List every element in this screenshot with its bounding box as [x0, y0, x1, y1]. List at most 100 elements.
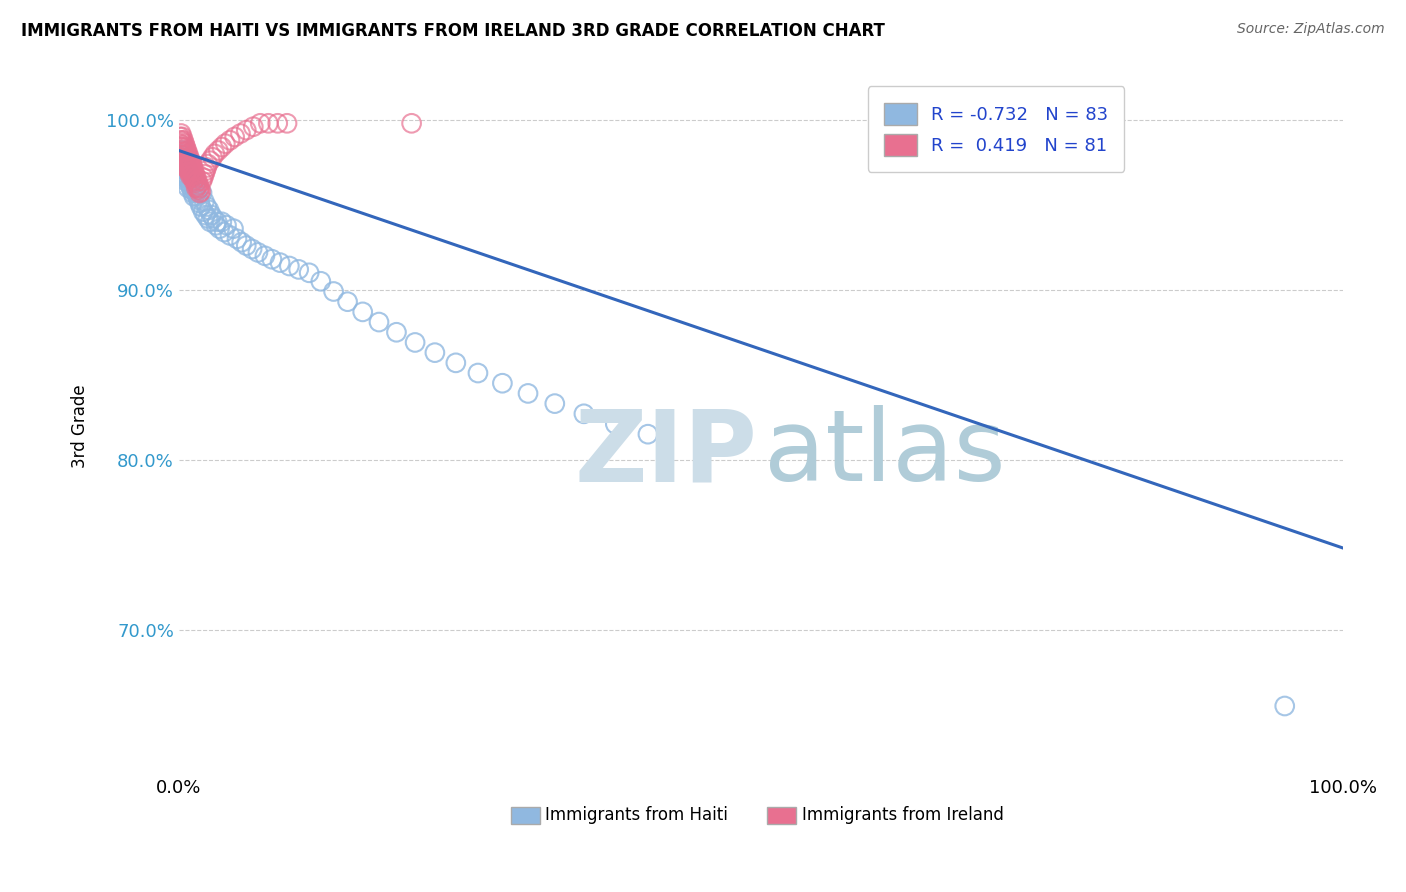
Point: [605, 417, 627, 431]
Point: [444, 356, 467, 370]
Point: [169, 136, 191, 151]
Point: [637, 427, 659, 442]
Point: [183, 181, 205, 195]
Point: [572, 407, 595, 421]
Point: [173, 142, 195, 156]
Point: [173, 136, 195, 151]
Point: [177, 164, 200, 178]
Point: [352, 305, 374, 319]
Point: [180, 157, 202, 171]
Point: [246, 245, 269, 260]
Point: [211, 215, 233, 229]
Text: atlas: atlas: [765, 405, 1005, 502]
Point: [172, 148, 194, 162]
Point: [211, 140, 233, 154]
Point: [235, 123, 257, 137]
Point: [176, 148, 198, 162]
Point: [229, 127, 252, 141]
Point: [170, 140, 193, 154]
Point: [194, 208, 217, 222]
Point: [173, 152, 195, 166]
Point: [269, 255, 291, 269]
Point: [181, 186, 204, 200]
Point: [183, 189, 205, 203]
Point: [193, 167, 215, 181]
Point: [205, 215, 228, 229]
Point: [176, 144, 198, 158]
Point: [172, 145, 194, 160]
Point: [195, 200, 218, 214]
Bar: [766, 806, 796, 824]
Point: [174, 155, 197, 169]
Point: [181, 161, 204, 175]
Point: [193, 170, 215, 185]
Point: [187, 178, 209, 192]
Point: [172, 153, 194, 168]
Point: [172, 162, 194, 177]
Point: [183, 164, 205, 178]
Point: [179, 169, 201, 183]
Point: [179, 170, 201, 185]
Point: [174, 164, 197, 178]
Point: [176, 153, 198, 168]
Point: [172, 159, 194, 173]
Point: [176, 161, 198, 175]
Point: [205, 219, 228, 233]
Point: [179, 179, 201, 194]
Point: [172, 138, 194, 153]
Point: [385, 325, 408, 339]
Point: [224, 129, 246, 144]
Point: [187, 193, 209, 207]
Point: [401, 116, 423, 130]
Point: [180, 167, 202, 181]
Point: [197, 157, 219, 171]
Point: [179, 153, 201, 168]
Point: [180, 162, 202, 177]
Text: ZIP: ZIP: [575, 405, 758, 502]
Point: [186, 174, 208, 188]
Point: [173, 147, 195, 161]
Point: [179, 155, 201, 169]
Point: [177, 172, 200, 186]
Point: [179, 150, 201, 164]
Point: [222, 221, 245, 235]
Point: [188, 186, 211, 200]
Point: [172, 144, 194, 158]
Point: [180, 183, 202, 197]
Point: [169, 129, 191, 144]
Point: [231, 235, 253, 250]
Point: [544, 396, 567, 410]
Point: [260, 252, 283, 267]
Point: [186, 181, 208, 195]
Point: [195, 161, 218, 175]
Point: [208, 221, 231, 235]
Point: [186, 186, 208, 200]
Point: [193, 204, 215, 219]
Point: [179, 164, 201, 178]
Point: [174, 145, 197, 160]
Bar: [510, 806, 540, 824]
Point: [267, 116, 290, 130]
Point: [235, 238, 257, 252]
Point: [212, 225, 235, 239]
Point: [177, 152, 200, 166]
Point: [184, 167, 207, 181]
Point: [197, 211, 219, 226]
Point: [188, 181, 211, 195]
Point: [184, 184, 207, 198]
Point: [278, 259, 301, 273]
Point: [179, 159, 201, 173]
Point: [174, 150, 197, 164]
Point: [276, 116, 298, 130]
Point: [183, 174, 205, 188]
Point: [200, 153, 222, 168]
Point: [191, 174, 214, 188]
Point: [172, 144, 194, 158]
Text: Source: ZipAtlas.com: Source: ZipAtlas.com: [1237, 22, 1385, 37]
Point: [170, 127, 193, 141]
Point: [176, 169, 198, 183]
Point: [214, 136, 236, 151]
Point: [186, 170, 208, 185]
Point: [242, 120, 264, 134]
Point: [172, 140, 194, 154]
